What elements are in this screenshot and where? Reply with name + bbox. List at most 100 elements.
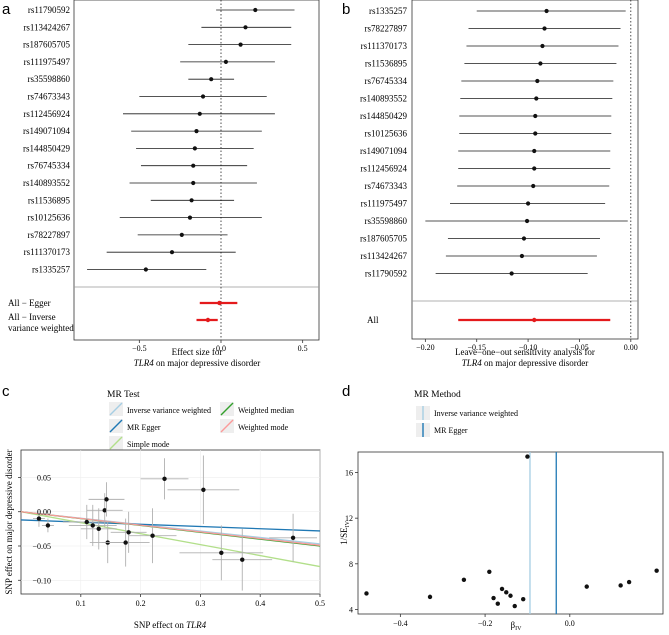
panel-a-snp-point <box>169 250 175 255</box>
panel-d-point <box>584 584 589 589</box>
panel-d-point <box>491 595 496 601</box>
panel-b-x-tick-label: −0.20 <box>416 343 435 352</box>
panel-a-snp-label: rs76745334 <box>28 161 71 171</box>
panel-b-snp-point <box>538 61 543 66</box>
panel-c-legend-key <box>109 436 123 450</box>
panel-c-gridlines <box>21 450 321 594</box>
panel-b: b rs1335257 rs78227897 rs111370173 rs115368… <box>342 0 639 368</box>
panel-a-snp-point <box>209 77 214 82</box>
panel-d-point <box>626 579 632 585</box>
panel-b-summary-label: All <box>367 315 379 325</box>
panel-b-snp-point <box>535 78 540 84</box>
panel-d-axes: −0.4 −0.2 0.0 4 8 12 16 <box>345 469 575 628</box>
panel-a-snp-label: rs144850429 <box>23 143 70 153</box>
panel-d-point <box>508 593 513 598</box>
panel-b-snp-point <box>532 166 537 171</box>
panel-a-snp-point <box>253 7 258 13</box>
panel-d-legend-label: MR Egger <box>434 426 468 435</box>
panel-b-snp-label: rs10125636 <box>365 129 408 139</box>
panel-b-snp-point <box>525 201 531 206</box>
panel-a-summary-point <box>205 317 211 323</box>
panel-b-plot-area <box>411 0 639 340</box>
panel-d-y-tick-label: 4 <box>349 605 353 614</box>
panel-d-y-tick-label: 12 <box>345 514 353 523</box>
panel-c-axes: 0.1 0.2 0.3 0.4 0.5 −0.10 −0.05 0.00 0.05 <box>18 473 325 608</box>
panel-a-snp-label: rs78227897 <box>28 230 71 240</box>
panel-a-x-tick-label: −0.5 <box>132 344 147 353</box>
panel-a-snp-point <box>223 59 228 64</box>
panel-b-x-tick-label: −0.15 <box>467 343 486 352</box>
panel-c-y-tick-label: −0.05 <box>32 542 51 551</box>
panel-c-legend-label: Weighted median <box>238 406 294 415</box>
panel-c-line <box>20 511 321 546</box>
panel-a-snp-point <box>238 42 243 47</box>
panel-c-legend-key <box>220 402 234 416</box>
panel-d-point <box>461 577 467 582</box>
panel-c-x-tick-label: 0.3 <box>195 599 205 608</box>
panel-d-x-tick-label: 0.0 <box>565 619 575 628</box>
panel-a-snp-label: rs149071094 <box>23 126 70 136</box>
panel-a-plot-area <box>73 0 320 341</box>
panel-b-snp-point <box>531 183 536 189</box>
panel-a-snp-label: rs112456924 <box>23 109 70 119</box>
panel-b-snp-label: rs187605705 <box>360 234 407 244</box>
panel-a-xlabel: Effect size for <box>172 347 223 357</box>
panel-c-legend-label: Weighted mode <box>238 423 289 432</box>
panel-a-snp-point <box>191 163 196 168</box>
panel-c-label: c <box>2 383 10 400</box>
panel-a-snp-point <box>197 111 202 116</box>
panel-c-legend: Inverse variance weighted MR Egger Simple … <box>109 402 294 450</box>
panel-a-snp-label: rs111370173 <box>24 247 71 257</box>
panel-a-x-tick-label: 0.0 <box>216 344 226 353</box>
panel-c-x-tick-label: 0.2 <box>136 599 146 608</box>
panel-d-point <box>618 583 623 588</box>
panel-a-snp-label: rs11536895 <box>28 195 71 205</box>
panel-c-ylabel: SNP effect on major depressive disorder <box>4 449 14 594</box>
panel-c-legend-key <box>109 402 123 416</box>
panel-d-legend-title: MR Method <box>414 390 461 400</box>
panel-a-summary-label: All − Egger <box>8 298 51 308</box>
panel-c-legend-key <box>220 419 234 433</box>
panel-a-snp-point <box>179 232 184 237</box>
panel-c: c MR Test Inverse variance weighted MR Eg… <box>2 383 325 630</box>
panel-d-y-tick-label: 8 <box>349 560 353 569</box>
panel-b-snp-label: rs78227897 <box>365 24 408 34</box>
panel-b-snp-label: rs112456924 <box>360 164 407 174</box>
panel-c-point <box>102 508 107 513</box>
panel-c-point <box>84 519 89 525</box>
panel-d-point <box>364 591 369 596</box>
panel-d-legend-label: Inverse variance weighted <box>434 409 518 418</box>
panel-b-snp-point <box>509 271 514 276</box>
panel-b-snp-point <box>544 8 549 14</box>
panel-c-point <box>45 523 51 528</box>
panel-d-ylabel: 1/SEIV <box>339 520 351 545</box>
panel-a-snp-rows: rs11790592 rs113424267 rs187605705 rs111975… <box>23 5 295 275</box>
panel-d-y-tick-label: 16 <box>345 469 353 478</box>
panel-b-snp-label: rs11790592 <box>365 269 407 279</box>
panel-c-x-tick-label: 0.5 <box>315 599 325 608</box>
panel-c-point <box>290 535 296 540</box>
panel-a-snp-label: rs10125636 <box>28 213 71 223</box>
panel-d-point <box>427 594 433 600</box>
panel-b-x-tick-label: 0.00 <box>624 343 638 352</box>
panel-a-snp-label: rs1335257 <box>32 265 70 275</box>
panel-c-xlabel: SNP effect on TLR4 <box>134 620 207 630</box>
panel-b-snp-label: rs11536895 <box>365 59 408 69</box>
panel-a-snp-label: rs187605705 <box>23 40 70 50</box>
panel-a-snp-label: rs111975497 <box>24 57 71 67</box>
panel-d-label: d <box>342 383 350 400</box>
panel-a-snp-label: rs35598860 <box>28 74 71 84</box>
panel-c-point <box>104 497 109 502</box>
panel-c-y-tick-label: 0.00 <box>37 508 51 517</box>
panel-a-xlabel-line2: TLR4 on major depressive disorder <box>134 358 261 368</box>
panel-a-snp-label: rs11790592 <box>28 5 70 15</box>
panel-c-legend-label: Inverse variance weighted <box>127 406 211 415</box>
panel-b-snp-label: rs140893552 <box>360 94 407 104</box>
panel-c-point <box>90 523 95 528</box>
panel-c-legend-key <box>109 419 123 433</box>
panel-a: a rs11790592 rs113424267 rs187605705 rs1119… <box>2 0 320 368</box>
panel-b-snp-point <box>533 131 538 136</box>
panel-b-snp-label: rs111975497 <box>361 199 408 209</box>
panel-b-summary-rows: All <box>367 315 611 325</box>
